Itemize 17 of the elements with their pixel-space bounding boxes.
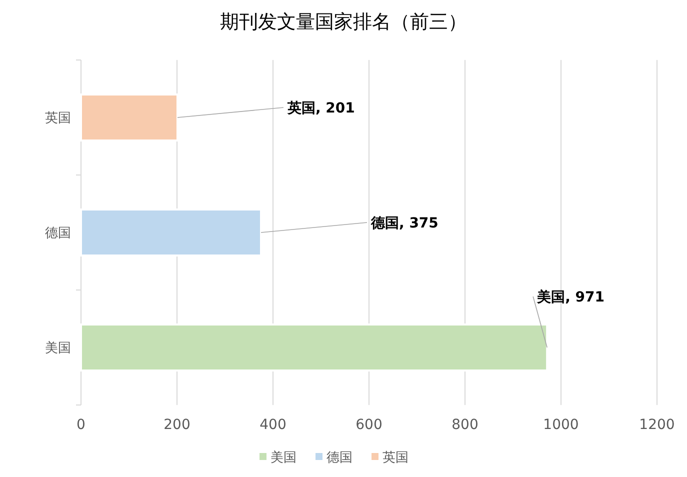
x-tick-label: 600 [356, 417, 382, 433]
x-tick-label: 0 [76, 417, 86, 433]
y-tick-label: 英国 [45, 111, 71, 126]
legend-label: 美国 [270, 450, 296, 466]
x-tick-label: 400 [260, 417, 286, 433]
chart-title: 期刊发文量国家排名（前三） [220, 11, 467, 33]
data-label: 英国, 201 [286, 100, 355, 116]
x-tick-label: 1200 [639, 417, 675, 433]
x-tick-label: 800 [452, 417, 478, 433]
y-tick-label: 德国 [45, 226, 71, 242]
x-tick-label: 1000 [543, 417, 579, 433]
legend-label: 英国 [382, 450, 408, 466]
x-tick-label: 200 [164, 417, 190, 433]
data-label: 美国, 971 [536, 288, 604, 306]
data-label: 德国, 375 [370, 215, 438, 232]
legend-label: 德国 [326, 450, 352, 466]
y-tick-label: 美国 [45, 340, 71, 356]
